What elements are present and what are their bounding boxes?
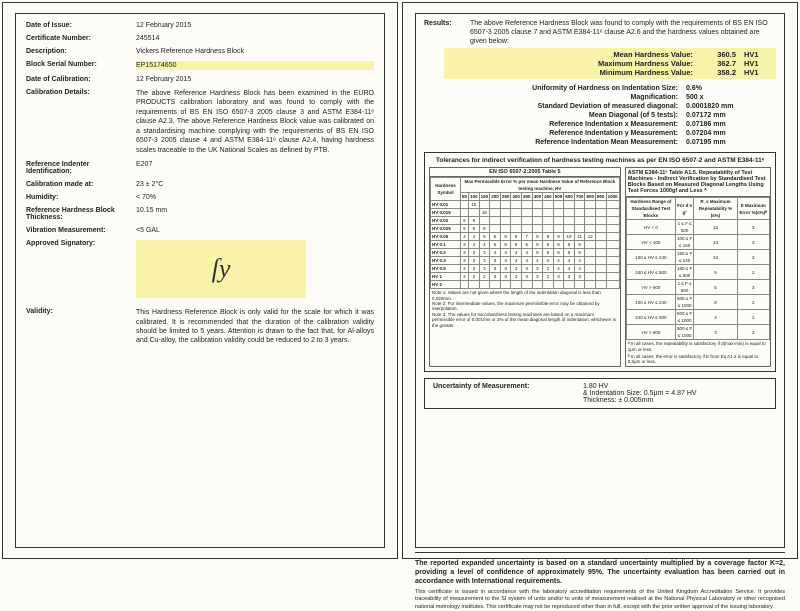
footer-sep — [415, 552, 785, 553]
uom-box: Uncertainty of Measurement:1.80 HV & Ind… — [424, 378, 776, 409]
footer-bold: The reported expanded uncertainty is bas… — [415, 559, 785, 586]
tol-left: EN ISO 6507-2:2005 Table 5 Hardness Symb… — [429, 167, 621, 367]
metrics-list: Uniformity of Hardness on Indentation Si… — [424, 85, 776, 146]
row-humidity: Humidity:< 70% — [26, 194, 374, 201]
row-date-issue: Date of Issue:12 February 2015 — [26, 22, 374, 29]
metric-row: Uniformity of Hardness on Indentation Si… — [434, 85, 756, 92]
row-description: Description:Vickers Reference Hardness B… — [26, 48, 374, 55]
row-serial: Block Serial Number:EP15174650 — [26, 61, 374, 70]
right-inner: Results:The above Reference Hardness Blo… — [415, 13, 785, 548]
footer-small: This certificate is issued in accordance… — [415, 589, 785, 610]
tol-right: ASTM E384-11ᵉ Table A1.5. Repeatability … — [625, 167, 771, 367]
row-date-cal: Date of Calibration:12 February 2015 — [26, 76, 374, 83]
mean-hv: Mean Hardness Value:360.5HV1 — [448, 50, 772, 59]
row-indenter: Reference Indenter Identification:E207 — [26, 161, 374, 175]
min-hv: Minimum Hardness Value:358.2HV1 — [448, 68, 772, 77]
left-inner: Date of Issue:12 February 2015 Certifica… — [15, 13, 385, 548]
hardness-summary: Mean Hardness Value:360.5HV1 Maximum Har… — [444, 48, 776, 79]
cert-page-left: Date of Issue:12 February 2015 Certifica… — [2, 2, 398, 559]
metric-row: Mean Diagonal (of 5 tests):0.07172 mm — [434, 112, 756, 119]
row-vibration: Vibration Measurement:<5 GAL — [26, 227, 374, 234]
row-results: Results:The above Reference Hardness Blo… — [424, 20, 776, 46]
row-cal-details: Calibration Details:The above Reference … — [26, 89, 374, 155]
max-hv: Maximum Hardness Value:362.7HV1 — [448, 59, 772, 68]
cert-page-right: Results:The above Reference Hardness Blo… — [402, 2, 798, 559]
astm-note-a: ᴬ In all cases, the repeatability is sat… — [626, 340, 770, 353]
row-cert-no: Certificate Number:245514 — [26, 35, 374, 42]
signature-box: ſy — [136, 240, 306, 298]
metric-row: Magnification:500 x — [434, 94, 756, 101]
tolerance-box: Tolerances for indirect verification of … — [424, 152, 776, 372]
tol-left-notes: Note 1: Values are not given where the l… — [430, 289, 620, 329]
astm-note-b: ᴮ In all cases, the error is satisfactor… — [626, 353, 770, 366]
metric-row: Reference Indentation x Measurement:0.07… — [434, 121, 756, 128]
row-validity: Validity:This Hardness Reference Block i… — [26, 308, 374, 346]
metric-row: Reference Indentation Mean Measurement:0… — [434, 139, 756, 146]
tol-title: Tolerances for indirect verification of … — [429, 157, 771, 164]
hv-table: Hardness SymbolMax Permissible Error % p… — [430, 177, 620, 289]
astm-table: Hardness Range of Standardised Test Bloc… — [626, 197, 770, 340]
row-thickness: Reference Hardness Block Thickness:10.15… — [26, 207, 374, 221]
metric-row: Standard Deviation of measured diagonal:… — [434, 103, 756, 110]
row-cal-at: Calibration made at:23 ± 2°C — [26, 181, 374, 188]
row-signatory: Approved Signatory:ſy — [26, 240, 374, 298]
metric-row: Reference Indentation y Measurement:0.07… — [434, 130, 756, 137]
